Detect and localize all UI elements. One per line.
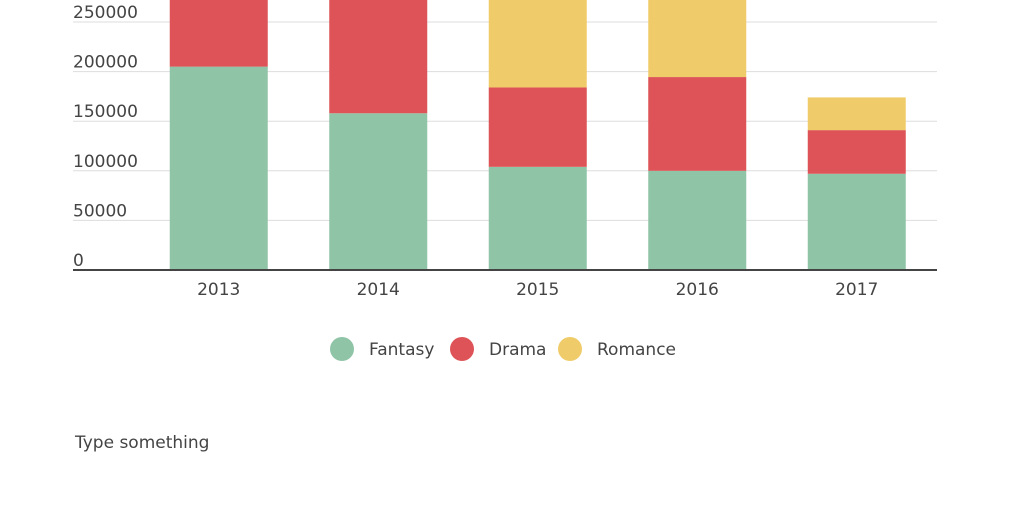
x-tick-label: 2013 [197,280,240,300]
bar-segment [488,0,587,88]
legend-label: Drama [489,340,546,360]
legend-swatch [450,337,474,361]
bar-segment [648,77,747,171]
bar-segment [648,0,747,78]
y-tick-label: 200000 [73,53,138,73]
bar-segment [807,130,906,174]
bar-segment [169,0,268,67]
bar-segment [807,97,906,131]
bar-segment [488,87,587,167]
x-tick-label: 2015 [516,280,559,300]
y-tick-label: 50000 [73,201,127,221]
legend-swatch [330,337,354,361]
input-placeholder[interactable]: Type something [74,433,209,453]
bar-segment [329,113,428,270]
x-tick-label: 2014 [357,280,400,300]
bar-segment [488,166,587,270]
y-tick-label: 150000 [73,102,138,122]
bar-segment [807,173,906,270]
bar-segment [329,0,428,114]
legend-label: Romance [597,340,676,360]
y-tick-label: 250000 [73,3,138,23]
bar-segment [169,66,268,270]
bar-segment [648,170,747,270]
legend-swatch [558,337,582,361]
x-tick-label: 2017 [835,280,878,300]
legend-label: Fantasy [369,340,434,360]
x-tick-label: 2016 [676,280,719,300]
y-tick-label: 100000 [73,152,138,172]
y-tick-label: 0 [73,251,84,271]
